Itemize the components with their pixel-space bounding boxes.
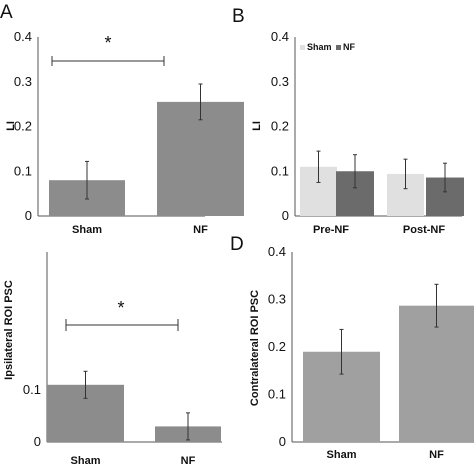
y-tick-label: 0.3 <box>14 74 32 89</box>
panel-c: ( Ipsilateral ROI PSC 0 0.1 Sham NF * <box>0 232 222 467</box>
panel-b-legend: Sham NF <box>300 42 355 52</box>
panel-a-label: A <box>0 2 13 23</box>
category-label-pre-nf: Pre-NF <box>313 224 349 236</box>
legend-swatch-nf <box>336 45 341 50</box>
panel-b: B LI 0 0.1 0.2 0.3 0.4 Pre-NF Post-NF Sham NF <box>232 6 464 236</box>
category-label-nf: NF <box>429 449 444 461</box>
panel-d-y-label: Contralateral ROI PSC <box>249 290 261 406</box>
panel-b-label: B <box>232 6 245 27</box>
panel-d: D Contralateral ROI PSC 0 0.1 0.2 0.3 0.4 Sh… <box>230 234 474 461</box>
y-tick-label: 0.2 <box>271 119 289 134</box>
y-tick-label: 0.4 <box>268 244 286 259</box>
category-label-sham: Sham <box>72 224 102 236</box>
bar-nf <box>157 101 244 216</box>
y-tick-label: 0 <box>279 434 286 449</box>
y-tick-label: 0.3 <box>271 74 289 89</box>
y-tick-label: 0.4 <box>14 29 32 44</box>
panel-a-significance-star: * <box>104 33 111 53</box>
bar-nf <box>399 305 474 442</box>
panel-c-y-label: Ipsilateral ROI PSC <box>3 280 15 380</box>
panel-c-significance-star: * <box>117 298 124 318</box>
category-label-sham: Sham <box>71 455 101 467</box>
panel-b-y-label: LI <box>251 121 263 131</box>
legend-swatch-sham <box>300 45 305 50</box>
y-tick-label: 0.4 <box>271 29 289 44</box>
y-tick-label: 0 <box>34 434 41 449</box>
category-label-sham: Sham <box>327 449 357 461</box>
panel-c-significance-bracket <box>65 319 179 331</box>
legend-label-sham: Sham <box>307 42 332 52</box>
y-tick-label: 0.3 <box>268 292 286 307</box>
y-tick-label: 0.1 <box>23 382 41 397</box>
panel-a: A LI 0 0.1 0.2 0.3 0.4 Sham NF * <box>0 2 244 236</box>
y-tick-label: 0.1 <box>271 163 289 178</box>
y-tick-label: 0 <box>25 208 32 223</box>
panel-a-significance-bracket <box>51 56 165 66</box>
legend-label-nf: NF <box>343 42 355 52</box>
y-tick-label: 0.2 <box>14 119 32 134</box>
y-tick-label: 0.1 <box>268 387 286 402</box>
category-label-nf: NF <box>181 455 196 467</box>
y-tick-label: 0.1 <box>14 163 32 178</box>
svg-text:(: ( <box>0 232 1 253</box>
category-label-post-nf: Post-NF <box>403 224 445 236</box>
category-label-nf: NF <box>193 224 208 236</box>
y-tick-label: 0.2 <box>268 339 286 354</box>
panel-d-label: D <box>230 234 244 255</box>
y-tick-label: 0 <box>282 208 289 223</box>
panel-a-y-label: LI <box>5 121 17 131</box>
